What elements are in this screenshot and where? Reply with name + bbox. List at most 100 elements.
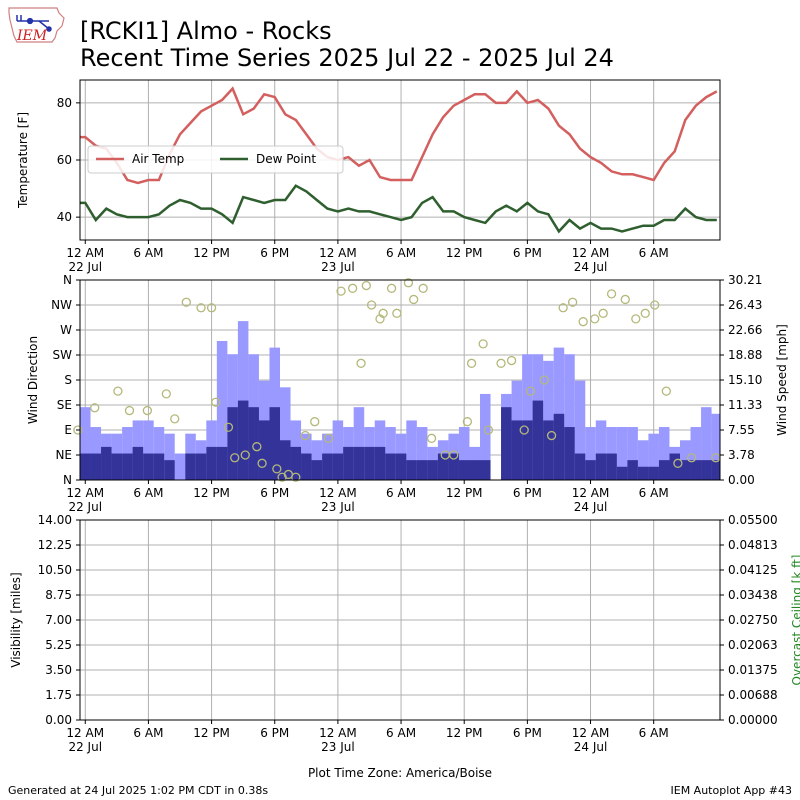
visibility-tick-label: 1.75 [45, 688, 72, 702]
gust-bar [69, 407, 80, 480]
gust-bar [216, 340, 228, 480]
speed-bar [458, 460, 470, 480]
y-tick-label: 60 [57, 153, 72, 167]
speed-bar [301, 453, 312, 480]
x-tick-label: 6 AM [386, 486, 416, 500]
legend: Air Temp Dew Point [87, 145, 344, 174]
direction-marker [496, 358, 506, 368]
gust-bar [637, 440, 649, 480]
speed-tick-label: 0.00 [728, 473, 755, 487]
speed-bar [216, 446, 228, 480]
x-tick-label: 6 PM [513, 246, 542, 260]
direction-marker [403, 278, 414, 288]
x-tick-label: 12 PM [193, 726, 230, 740]
speed-bar [690, 460, 702, 480]
visibility-tick-label: 5.25 [45, 638, 72, 652]
x-tick-label: 6 PM [513, 486, 542, 500]
direction-marker [673, 458, 683, 468]
visibility-panel: 0.00 1.75 3.50 5.25 7.00 8.75 10.50 12.25 14.00 0… [9, 513, 800, 780]
x-tick-label: 12 AM [66, 726, 104, 740]
x-tick-label: 6 PM [513, 726, 542, 740]
direction-marker [598, 308, 608, 318]
gust-bar [595, 420, 607, 480]
speed-bar [353, 446, 365, 480]
speed-tick-label: 18.88 [728, 348, 762, 362]
x-tick-label: 6 AM [386, 246, 416, 260]
direction-tick-label: NE [55, 448, 72, 462]
y-axis-label: Temperature [F] [16, 112, 30, 209]
speed-bar [553, 413, 565, 480]
wind-barb-icon [16, 15, 52, 32]
speed-bar [437, 453, 449, 480]
y-tick-label: 80 [57, 96, 72, 110]
x-tick-date-label: 23 Jul [321, 740, 355, 754]
direction-tick-label: W [60, 323, 72, 337]
visibility-tick-label: 3.50 [45, 663, 72, 677]
direction-marker [223, 422, 234, 432]
ceiling-tick-label: 0.01375 [728, 663, 778, 677]
visibility-tick-label: 8.75 [45, 588, 72, 602]
visibility-tick-label: 10.50 [38, 563, 72, 577]
direction-marker [142, 405, 153, 416]
speed-tick-label: 11.33 [728, 398, 762, 412]
direction-marker [257, 458, 267, 468]
y-tick-label: 40 [57, 210, 72, 224]
x-tick-date-label: 24 Jul [574, 740, 608, 754]
speed-tick-label: 7.55 [728, 423, 755, 437]
speed-bar [206, 446, 217, 480]
direction-marker [525, 386, 536, 396]
speed-bar [427, 460, 438, 480]
direction-marker [161, 389, 171, 399]
gust-bar [658, 427, 670, 480]
autoplot-app-id: IEM Autoplot App #43 [670, 784, 793, 797]
direction-marker [361, 280, 371, 291]
direction-marker [73, 425, 83, 435]
direction-marker [240, 450, 250, 460]
speed-bar [711, 460, 720, 480]
series-line-dew-point [80, 184, 717, 234]
direction-marker [466, 358, 477, 368]
direction-marker [409, 294, 419, 305]
direction-marker [291, 472, 301, 482]
direction-marker [211, 397, 221, 407]
speed-bar [406, 460, 417, 480]
direction-marker [631, 314, 641, 324]
speed-bar [658, 460, 670, 480]
x-tick-date-label: 22 Jul [68, 740, 102, 754]
x-tick-label: 12 AM [572, 726, 610, 740]
speed-bar [343, 446, 354, 480]
speed-bar [122, 453, 133, 480]
speed-bar [101, 446, 112, 480]
direction-marker [640, 308, 650, 318]
direction-marker [366, 300, 377, 310]
speed-bar [669, 453, 680, 480]
direction-marker [558, 303, 568, 313]
series-line-air-temp [80, 86, 718, 185]
ceiling-tick-label: 0.05500 [728, 513, 778, 527]
x-tick-date-label: 22 Jul [68, 500, 102, 514]
gust-bar [585, 427, 596, 480]
direction-tick-label: N [63, 473, 72, 487]
direction-marker [347, 283, 358, 293]
gust-bar [522, 354, 533, 480]
direction-marker [590, 314, 600, 324]
visibility-tick-label: 14.00 [38, 513, 72, 527]
gust-bar [564, 354, 575, 480]
direction-marker [449, 450, 459, 460]
direction-marker [462, 417, 473, 427]
speed-bar [153, 453, 165, 480]
x-tick-label: 12 PM [446, 726, 483, 740]
generated-timestamp: Generated at 24 Jul 2025 1:02 PM CDT in … [8, 784, 269, 797]
speed-bar [585, 460, 596, 480]
y-axis-label: Wind Direction [26, 336, 40, 424]
speed-bar [511, 420, 523, 480]
direction-marker [578, 317, 588, 327]
direction-marker [90, 403, 100, 413]
gust-bar [690, 427, 702, 480]
speed-bar [111, 453, 123, 480]
speed-bar [143, 453, 154, 480]
speed-tick-label: 26.43 [728, 298, 762, 312]
visibility-tick-label: 7.00 [45, 613, 72, 627]
gust-bar [574, 380, 586, 480]
direction-marker [606, 289, 617, 299]
